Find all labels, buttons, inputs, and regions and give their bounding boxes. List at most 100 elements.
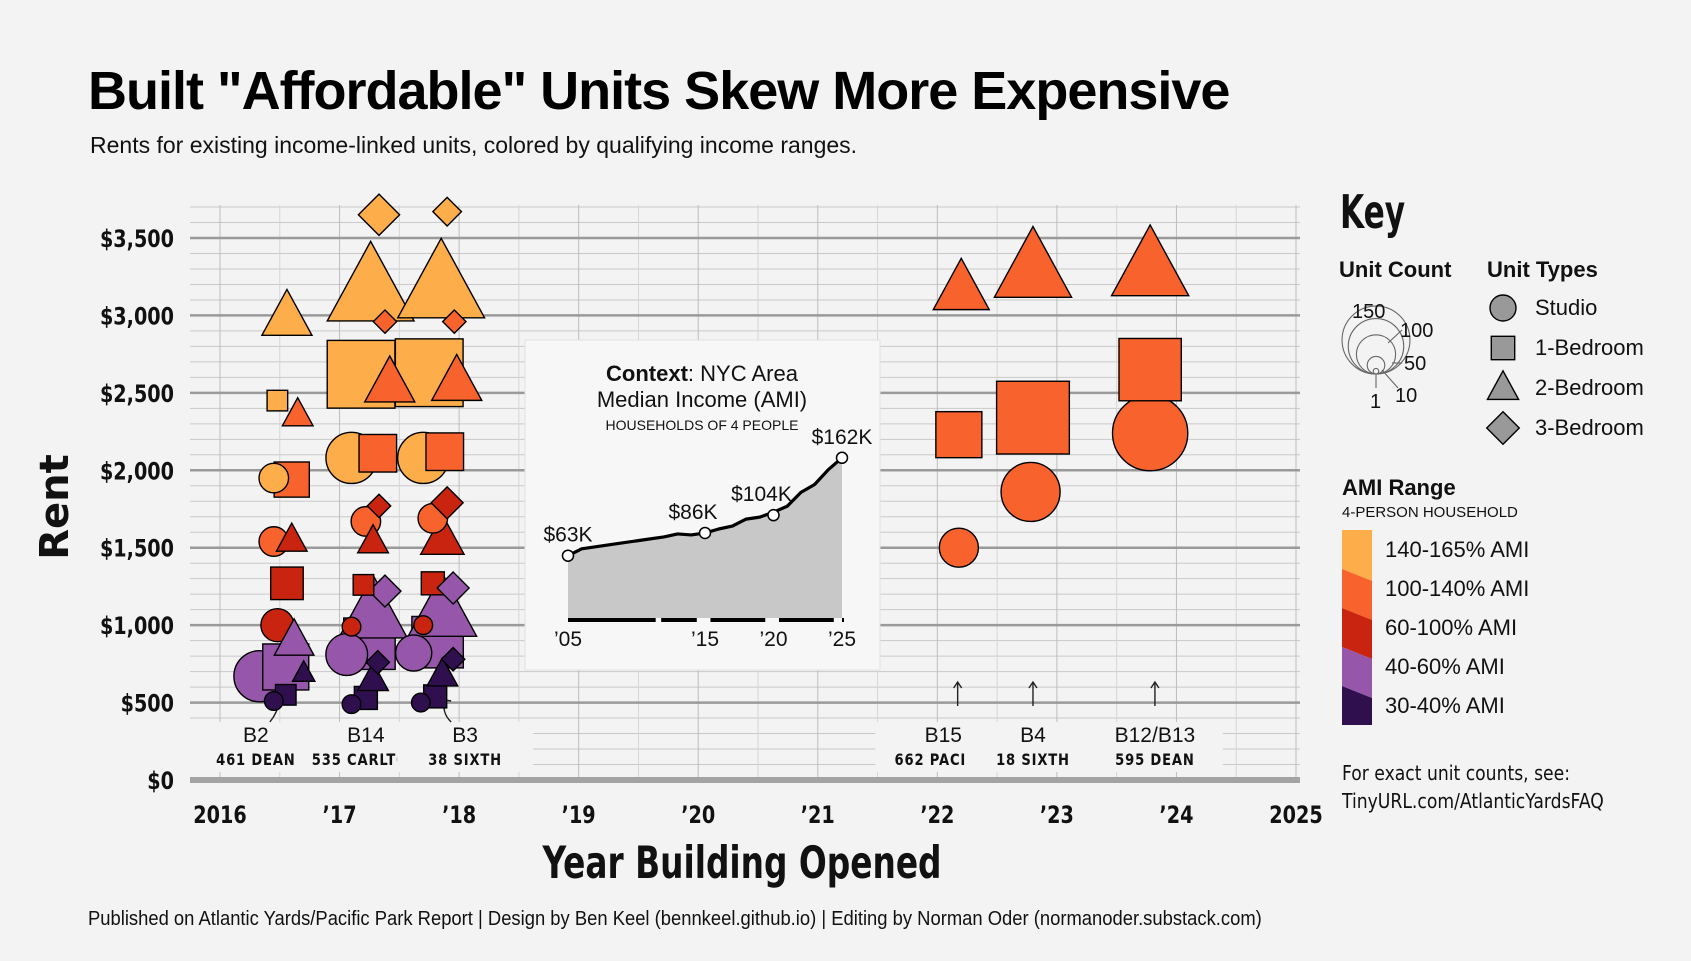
inset-highlight-label: $162K [812, 426, 873, 449]
inset-title-bold: Context [606, 361, 689, 386]
building-code: B2 [243, 724, 269, 747]
x-tick-label: ’17 [323, 802, 357, 830]
legend-unit-types: Studio 1-Bedroom 2-Bedroom 3-Bedroom [1485, 294, 1644, 446]
y-tick-label: $500 [121, 691, 174, 719]
building-arrow [953, 680, 963, 706]
legend-type-swatch-square [1490, 335, 1516, 361]
building-code: B14 [347, 724, 385, 747]
inset-highlight-label: $63K [543, 524, 592, 547]
data-point-circle [1111, 394, 1189, 472]
inset-highlight-point [698, 526, 712, 540]
data-point-circle [394, 634, 433, 672]
data-point-triangle [291, 659, 317, 683]
legend-count-label: 100 [1400, 320, 1433, 342]
x-tick-label: ’18 [442, 802, 476, 830]
building-code: B3 [452, 724, 478, 747]
legend-note-line1: For exact unit counts, see: [1342, 763, 1570, 786]
building-address: 595 DEAN [1115, 751, 1194, 770]
legend-title: Key [1340, 187, 1405, 240]
legend-count-label: 1 [1370, 391, 1381, 413]
data-point-square [269, 566, 304, 601]
legend-unit-count-title: Unit Count [1339, 257, 1452, 282]
legend-type-swatch-triangle [1486, 369, 1520, 401]
y-tick-label: $2,000 [100, 458, 174, 486]
legend-type-label: 2-Bedroom [1535, 375, 1644, 400]
x-tick-label: ’19 [562, 802, 596, 830]
data-point-diamond [357, 193, 401, 237]
data-point-triangle [396, 236, 486, 319]
data-point-circle [413, 615, 434, 636]
chart-subtitle: Rents for existing income-linked units, … [90, 132, 858, 158]
legend-count-leader [1387, 329, 1403, 344]
data-point-circle [1000, 461, 1061, 523]
legend-type-label: Studio [1535, 295, 1597, 320]
legend-ami-swatch [1342, 530, 1372, 581]
legend-ami-swatch [1342, 686, 1372, 725]
data-point-triangle [419, 513, 466, 556]
data-point-circle [325, 632, 369, 677]
data-point-diamond [372, 308, 398, 335]
data-point-square [1118, 337, 1182, 402]
data-point-triangle [430, 353, 483, 402]
data-points [233, 193, 1190, 715]
x-tick-label: 2025 [1269, 802, 1322, 830]
legend-count-leader [1381, 369, 1399, 389]
data-point-square [995, 380, 1071, 455]
data-point-triangle [356, 523, 390, 554]
inset-highlight-point [767, 508, 780, 522]
legend-type-swatch-circle [1489, 294, 1517, 322]
x-axis-label: Year Building Opened [542, 838, 942, 889]
inset-subtitle: HOUSEHOLDS OF 4 PEOPLE [606, 417, 799, 433]
y-tick-label: $2,500 [100, 381, 174, 409]
inset-x-tick-label: ’05 [554, 628, 582, 651]
data-point-circle [410, 692, 431, 713]
inset-x-tick-label: ’20 [759, 628, 787, 651]
building-address: 18 SIXTH [996, 751, 1070, 770]
y-tick-label: $0 [147, 768, 174, 796]
legend-count-label: 150 [1352, 301, 1385, 323]
data-point-triangle [932, 256, 991, 311]
y-tick-label: $1,000 [100, 613, 174, 641]
inset-title-line2: Median Income (AMI) [597, 387, 807, 412]
building-address: 38 SIXTH [428, 751, 502, 770]
legend-count-circle [1366, 355, 1386, 375]
y-tick-label: $1,500 [100, 536, 174, 564]
data-point-triangle [993, 225, 1073, 298]
data-point-diamond [430, 485, 465, 520]
legend-ami-label: 100-140% AMI [1385, 576, 1529, 601]
legend-unit-types-title: Unit Types [1487, 257, 1598, 282]
inset-x-tick-label: ’25 [828, 628, 856, 651]
legend-ami-label: 140-165% AMI [1385, 537, 1529, 562]
data-point-diamond [431, 196, 463, 227]
building-code: B15 [925, 724, 962, 747]
data-point-diamond [441, 308, 467, 335]
building-label-bg [397, 722, 534, 772]
legend-count-circle [1372, 367, 1380, 375]
data-point-square [935, 410, 983, 459]
data-point-circle [341, 694, 362, 715]
data-point-triangle [356, 661, 390, 692]
data-point-triangle [363, 354, 416, 403]
data-point-triangle [275, 521, 309, 552]
data-point-square [352, 573, 375, 596]
building-arrow [1150, 680, 1160, 706]
chart-title: Built "Affordable" Units Skew More Expen… [88, 61, 1230, 121]
data-point-square [266, 389, 289, 412]
y-tick-label: $3,500 [100, 226, 174, 254]
data-point-triangle [326, 239, 416, 322]
legend-count-circle [1347, 318, 1405, 375]
y-tick-label: $3,000 [100, 303, 174, 331]
inset-highlight-label: $104K [731, 483, 792, 506]
building-label-bg [1086, 722, 1223, 772]
x-tick-label: ’22 [920, 802, 954, 830]
inset-plot: ’05 ’15 ’20 ’25 $63K $86K $104K $162K [543, 426, 872, 651]
building-code: B4 [1020, 724, 1046, 747]
footer-credits: Published on Atlantic Yards/Pacific Park… [88, 908, 1262, 930]
legend-ami-label: 30-40% AMI [1385, 693, 1505, 718]
legend-type-swatch-diamond [1485, 410, 1521, 446]
legend-type-label: 3-Bedroom [1535, 415, 1644, 440]
data-point-circle [258, 462, 290, 494]
legend-count-label: 50 [1404, 353, 1426, 375]
y-axis-label: Rent [32, 454, 78, 560]
